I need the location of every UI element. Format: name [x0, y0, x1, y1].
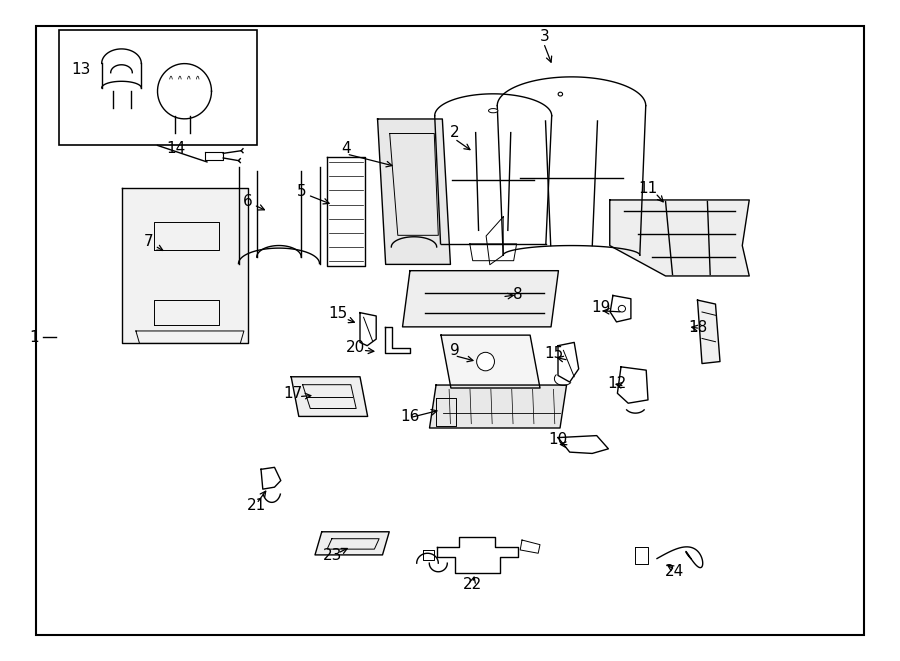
- Polygon shape: [378, 119, 451, 264]
- Text: 14: 14: [166, 141, 185, 156]
- Text: 4: 4: [342, 141, 351, 156]
- Text: 12: 12: [607, 376, 626, 391]
- Text: 15: 15: [544, 346, 563, 361]
- Polygon shape: [610, 200, 749, 276]
- Text: 13: 13: [71, 62, 91, 77]
- Polygon shape: [441, 335, 540, 388]
- Text: 17: 17: [283, 386, 302, 401]
- Text: 21: 21: [247, 498, 266, 513]
- Text: 22: 22: [463, 578, 482, 592]
- Text: 11: 11: [638, 181, 658, 196]
- Text: 20: 20: [346, 340, 365, 354]
- Text: 9: 9: [450, 343, 459, 358]
- Text: 10: 10: [548, 432, 568, 447]
- Text: 5: 5: [297, 184, 306, 199]
- Polygon shape: [402, 271, 558, 327]
- Text: 3: 3: [540, 29, 549, 44]
- Text: 16: 16: [400, 409, 419, 424]
- Text: 24: 24: [665, 564, 685, 579]
- Polygon shape: [698, 300, 720, 364]
- Ellipse shape: [477, 352, 494, 371]
- Ellipse shape: [618, 305, 626, 312]
- Text: 19: 19: [591, 300, 611, 315]
- Polygon shape: [315, 531, 389, 555]
- Text: 15: 15: [328, 307, 347, 321]
- Text: 8: 8: [513, 287, 522, 301]
- Polygon shape: [292, 377, 367, 416]
- Text: 2: 2: [450, 125, 459, 139]
- Polygon shape: [429, 385, 567, 428]
- Ellipse shape: [558, 93, 562, 96]
- Text: 18: 18: [688, 320, 707, 334]
- Text: 1: 1: [30, 330, 39, 344]
- Text: 23: 23: [323, 548, 343, 563]
- Bar: [58, 30, 256, 145]
- Ellipse shape: [489, 108, 498, 113]
- Text: 6: 6: [243, 194, 252, 209]
- Text: 7: 7: [144, 234, 153, 249]
- Polygon shape: [122, 188, 248, 344]
